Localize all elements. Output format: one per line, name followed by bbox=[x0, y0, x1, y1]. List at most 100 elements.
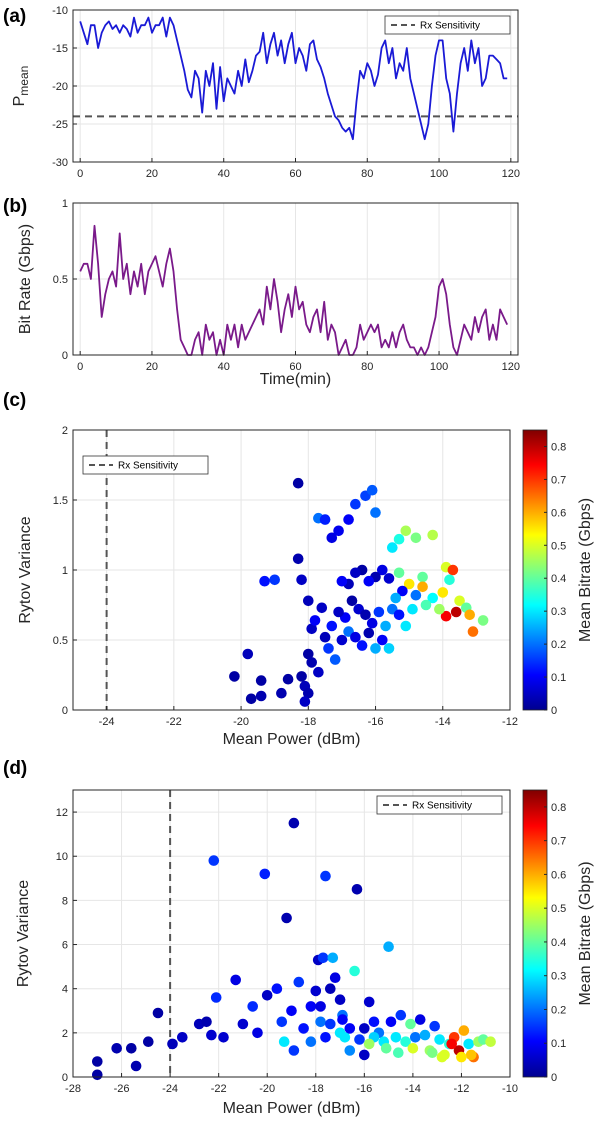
data-point bbox=[359, 1049, 370, 1061]
data-point bbox=[152, 1007, 164, 1019]
data-point bbox=[336, 634, 348, 646]
legend-entry: Rx Sensitivity bbox=[412, 801, 472, 812]
data-point bbox=[281, 912, 292, 924]
colorbar-gradient bbox=[522, 429, 548, 711]
data-point bbox=[305, 1036, 317, 1047]
data-point bbox=[288, 817, 300, 829]
x-tick-label: 100 bbox=[430, 168, 448, 180]
y-tick-label: 4 bbox=[62, 984, 68, 996]
x-tick-label: -16 bbox=[368, 716, 384, 728]
x-tick-label: -20 bbox=[233, 716, 249, 728]
data-point bbox=[359, 1023, 370, 1034]
data-point bbox=[427, 592, 439, 604]
y-tick-label: 0 bbox=[62, 350, 68, 362]
data-point bbox=[327, 952, 339, 964]
x-tick-label: 0 bbox=[77, 361, 83, 373]
data-point bbox=[403, 578, 415, 590]
data-point bbox=[334, 1027, 346, 1039]
data-point bbox=[333, 525, 344, 537]
data-point bbox=[208, 855, 220, 866]
data-point bbox=[465, 1049, 477, 1061]
data-point bbox=[111, 1043, 122, 1054]
legend-entry: Rx Sensitivity bbox=[118, 461, 178, 472]
data-point bbox=[356, 640, 368, 651]
data-point bbox=[245, 693, 257, 705]
colorbar-label: Mean Bitrate (Gbps) bbox=[577, 861, 594, 1005]
x-tick-label: -22 bbox=[166, 716, 182, 728]
data-point bbox=[126, 1043, 137, 1054]
data-point bbox=[414, 1014, 426, 1025]
data-point bbox=[410, 532, 422, 544]
data-point bbox=[319, 514, 331, 525]
data-point bbox=[363, 627, 375, 639]
x-axis-label: Mean Power (dBm) bbox=[223, 1100, 361, 1117]
data-point bbox=[237, 1018, 249, 1030]
panel-2-plot: 0 20 40 60 80 100 120 0 0.5 1 (b) Bit Rate (Gbps) Ti… bbox=[3, 196, 520, 388]
data-point bbox=[387, 542, 398, 553]
data-point bbox=[380, 620, 391, 632]
data-point bbox=[298, 1023, 309, 1034]
data-point bbox=[306, 657, 318, 668]
data-point bbox=[447, 564, 459, 576]
data-point bbox=[350, 631, 361, 643]
data-point bbox=[269, 574, 281, 586]
data-point bbox=[380, 1043, 392, 1054]
data-point bbox=[286, 1005, 297, 1017]
data-point bbox=[303, 648, 314, 660]
legend-box bbox=[376, 795, 503, 815]
data-point bbox=[427, 1047, 438, 1058]
data-point bbox=[377, 634, 388, 646]
y-tick-label: 6 bbox=[62, 940, 68, 952]
legend-box bbox=[384, 15, 511, 35]
x-tick-label: -24 bbox=[99, 716, 115, 728]
x-tick-label: 20 bbox=[146, 168, 158, 180]
data-point bbox=[405, 1018, 416, 1030]
plot-area bbox=[73, 790, 510, 1077]
data-point bbox=[317, 952, 329, 964]
colorbar-tick-label: 0.7 bbox=[551, 836, 566, 848]
data-point bbox=[282, 673, 294, 685]
data-point bbox=[305, 1001, 317, 1012]
x-tick-label: -22 bbox=[211, 1083, 227, 1095]
x-tick-label: -14 bbox=[405, 1083, 421, 1095]
data-point bbox=[299, 696, 311, 707]
colorbar-tick-label: 0.6 bbox=[551, 507, 566, 519]
data-point bbox=[393, 567, 405, 579]
y-tick-label: -10 bbox=[52, 5, 68, 17]
data-point bbox=[323, 643, 334, 654]
data-point bbox=[309, 615, 321, 626]
data-point bbox=[247, 1001, 258, 1012]
x-tick-label: -12 bbox=[453, 1083, 469, 1095]
legend-box bbox=[82, 455, 209, 475]
y-tick-label: 0 bbox=[62, 1072, 68, 1084]
panel-label: (b) bbox=[3, 196, 27, 217]
x-tick-label: 120 bbox=[502, 361, 520, 373]
y-axis-label: Rytov Variance bbox=[17, 516, 34, 623]
data-point bbox=[429, 1020, 441, 1032]
x-tick-label: -18 bbox=[308, 1083, 324, 1095]
data-point bbox=[390, 592, 402, 604]
x-tick-label: 60 bbox=[289, 361, 301, 373]
data-point bbox=[92, 1069, 103, 1081]
colorbar-tick-label: 0 bbox=[551, 1072, 557, 1084]
data-point bbox=[306, 623, 318, 635]
data-point bbox=[354, 1034, 365, 1045]
data-point bbox=[397, 585, 408, 597]
data-point bbox=[218, 1032, 229, 1043]
y-axis-label: Bit Rate (Gbps) bbox=[17, 224, 34, 334]
data-point bbox=[393, 533, 405, 545]
data-point bbox=[337, 1014, 348, 1025]
y-tick-label: -30 bbox=[52, 157, 68, 169]
data-point bbox=[368, 1016, 380, 1028]
data-point bbox=[477, 615, 489, 626]
x-tick-label: -16 bbox=[356, 1083, 372, 1095]
data-point bbox=[400, 525, 412, 537]
colorbar-tick-label: 0.4 bbox=[551, 573, 566, 585]
x-tick-label: 100 bbox=[430, 361, 448, 373]
x-tick-label: -28 bbox=[65, 1083, 81, 1095]
data-point bbox=[315, 1016, 326, 1028]
data-point bbox=[325, 1018, 336, 1030]
colorbar: 0 0.1 0.2 0.3 0.4 0.5 0.6 0.7 0.8 Mean Bitrate (G… bbox=[522, 429, 594, 717]
panel-3-plot: -24 -22 -20 -18 -16 -14 -12 0 0.5 1 1.5 2 (c) Rytov V… bbox=[3, 390, 594, 748]
